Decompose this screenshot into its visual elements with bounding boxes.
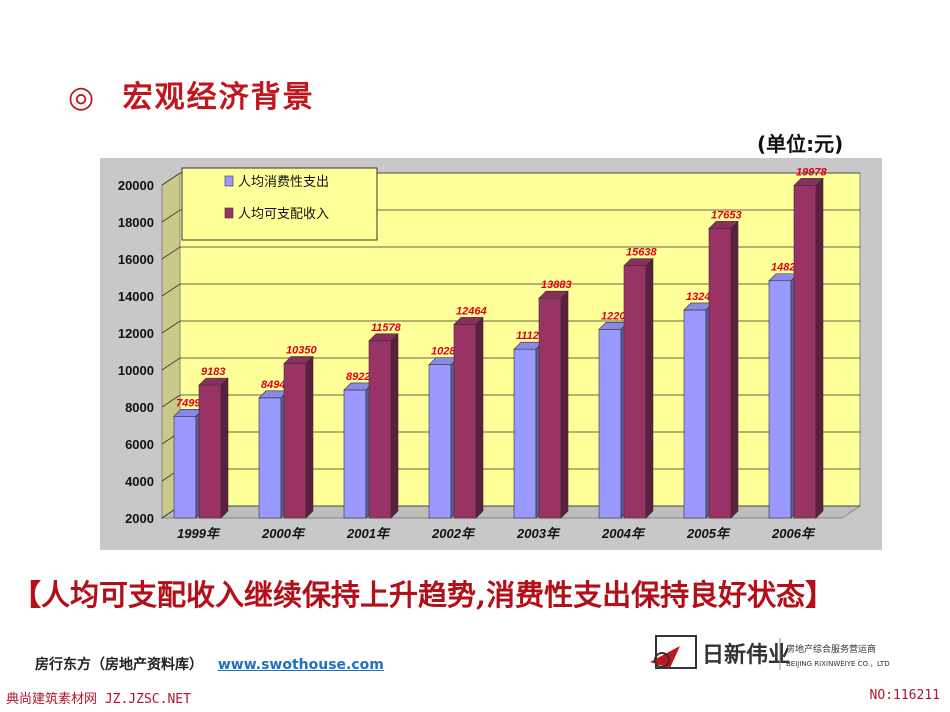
bullseye-icon: ◎	[68, 80, 97, 115]
footer-url-link[interactable]: www.swothouse.com	[217, 657, 384, 673]
bar-income	[538, 290, 569, 519]
y-tick-label: 16000	[118, 252, 154, 267]
x-tick-label: 1999年	[177, 526, 221, 541]
data-label: 8494	[261, 379, 285, 391]
data-label: 19978	[796, 166, 827, 178]
data-label: 8922	[346, 371, 370, 383]
x-tick-label: 2002年	[431, 526, 476, 541]
slide-title-text: 宏观经济背景	[122, 80, 315, 115]
bar-income	[793, 177, 824, 519]
x-tick-label: 2004年	[601, 526, 646, 541]
footer-source: 房行东方（房地产资料库） www.swothouse.com	[35, 654, 384, 674]
legend-label: 人均可支配收入	[238, 207, 329, 222]
data-label: 11124	[516, 330, 545, 342]
y-tick-label: 20000	[118, 178, 154, 193]
company-logo-graphic: 日新伟业 房地产综合服务营运商 BEIJING RIXINWEIYE CO.，L…	[650, 635, 890, 670]
bar-expenditure	[768, 273, 799, 519]
y-tick-label: 2000	[125, 511, 154, 526]
bar-income	[453, 316, 484, 519]
bar-income	[283, 355, 314, 519]
company-name-text: 日新伟业	[702, 642, 790, 668]
y-tick-label: 18000	[118, 215, 154, 230]
bar-expenditure	[428, 356, 459, 519]
footer-source-name: 房行东方（房地产资料库）	[35, 657, 203, 673]
y-tick-label: 4000	[125, 474, 154, 489]
x-tick-label: 2000年	[261, 526, 306, 541]
data-label: 15638	[626, 247, 657, 259]
data-label: 11578	[371, 322, 402, 334]
bar-expenditure	[513, 341, 544, 519]
legend-label: 人均消费性支出	[238, 175, 329, 190]
conclusion-text: 【人均可支配收入继续保持上升趋势,消费性支出保持良好状态】	[12, 578, 835, 612]
gridline	[161, 209, 860, 223]
slide-title: ◎ 宏观经济背景	[68, 72, 315, 116]
legend-swatch	[224, 207, 234, 219]
company-en-text: BEIJING RIXINWEIYE CO.，LTD	[786, 660, 890, 668]
bar-income	[198, 377, 229, 519]
y-tick-label: 8000	[125, 400, 154, 415]
bar-income	[708, 220, 739, 519]
watermark-left: 典尚建筑素材网 JZ.JZSC.NET	[6, 692, 191, 707]
bar-expenditure	[343, 382, 374, 519]
x-tick-label: 2006年	[771, 526, 816, 541]
data-label: 10350	[286, 345, 317, 357]
y-tick-label: 14000	[118, 289, 154, 304]
income-expenditure-chart: 2000 4000 6000 8000 10000 12000 14000 16000 1800…	[118, 166, 862, 541]
bar-income	[623, 257, 654, 519]
bar-expenditure	[598, 321, 629, 519]
x-tick-label: 2001年	[346, 526, 391, 541]
watermark-right: NO:116211	[869, 688, 940, 703]
data-label: 13883	[541, 279, 572, 291]
gridline	[161, 172, 860, 186]
bar-expenditure	[683, 302, 714, 519]
bar-expenditure	[173, 408, 204, 519]
y-tick-label: 10000	[118, 363, 154, 378]
bar-income	[368, 333, 399, 519]
data-label: 7499	[176, 397, 201, 409]
data-label: 9183	[201, 366, 225, 378]
company-tagline-text: 房地产综合服务营运商	[786, 643, 876, 655]
x-tick-label: 2005年	[686, 526, 731, 541]
unit-label: (单位:元)	[757, 132, 844, 156]
data-label: 17653	[711, 209, 742, 221]
data-label: 12464	[456, 305, 487, 317]
x-tick-label: 2003年	[516, 526, 561, 541]
legend-swatch	[224, 175, 234, 187]
y-tick-label: 6000	[125, 437, 154, 452]
gridline	[161, 246, 860, 260]
y-tick-label: 12000	[118, 326, 154, 341]
bar-expenditure	[258, 390, 289, 519]
company-logo: 日新伟业 房地产综合服务营运商 BEIJING RIXINWEIYE CO.，L…	[640, 630, 902, 678]
